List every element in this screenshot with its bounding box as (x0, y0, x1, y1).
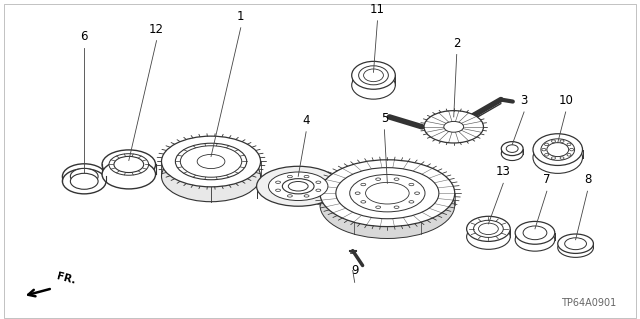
Ellipse shape (467, 224, 510, 249)
Text: 4: 4 (302, 114, 310, 127)
Ellipse shape (394, 178, 399, 181)
Text: 8: 8 (584, 173, 591, 186)
Ellipse shape (542, 148, 546, 151)
Text: 6: 6 (81, 30, 88, 43)
Ellipse shape (70, 173, 98, 189)
Ellipse shape (320, 172, 455, 239)
Ellipse shape (336, 168, 439, 219)
Ellipse shape (376, 178, 381, 181)
Ellipse shape (287, 175, 292, 178)
Ellipse shape (547, 143, 569, 157)
Text: 12: 12 (149, 23, 164, 36)
Ellipse shape (467, 216, 510, 241)
Ellipse shape (282, 179, 314, 194)
Ellipse shape (506, 145, 518, 152)
Ellipse shape (269, 172, 328, 201)
Ellipse shape (102, 150, 156, 179)
Ellipse shape (479, 223, 499, 234)
Ellipse shape (394, 206, 399, 208)
Ellipse shape (564, 238, 586, 250)
Ellipse shape (501, 142, 523, 156)
Ellipse shape (545, 153, 548, 156)
Ellipse shape (444, 122, 463, 132)
Ellipse shape (316, 189, 321, 191)
Ellipse shape (114, 156, 143, 173)
Ellipse shape (474, 220, 503, 237)
Ellipse shape (557, 234, 593, 253)
Ellipse shape (364, 69, 383, 82)
Text: 5: 5 (381, 112, 388, 125)
Ellipse shape (560, 140, 564, 142)
Ellipse shape (70, 168, 98, 184)
Text: 9: 9 (351, 264, 358, 278)
Ellipse shape (355, 192, 360, 194)
Text: 13: 13 (496, 165, 511, 178)
Ellipse shape (304, 195, 309, 197)
Ellipse shape (180, 146, 242, 177)
Text: 2: 2 (453, 37, 460, 49)
Text: FR.: FR. (56, 272, 77, 286)
Ellipse shape (361, 183, 366, 186)
Ellipse shape (552, 140, 556, 142)
Ellipse shape (304, 175, 309, 178)
Text: 10: 10 (558, 94, 573, 107)
Ellipse shape (501, 147, 523, 160)
Text: 7: 7 (543, 173, 550, 186)
Ellipse shape (567, 143, 571, 146)
Ellipse shape (349, 174, 425, 212)
Ellipse shape (515, 221, 555, 244)
Ellipse shape (287, 195, 292, 197)
Ellipse shape (102, 160, 156, 189)
Ellipse shape (567, 153, 571, 156)
Ellipse shape (415, 192, 420, 194)
Ellipse shape (376, 206, 381, 208)
Ellipse shape (352, 61, 396, 89)
Ellipse shape (175, 143, 246, 180)
Ellipse shape (257, 166, 340, 206)
Ellipse shape (109, 154, 148, 175)
Ellipse shape (288, 182, 308, 191)
Ellipse shape (515, 228, 555, 251)
Ellipse shape (409, 201, 414, 203)
Ellipse shape (409, 183, 414, 186)
Ellipse shape (161, 136, 260, 187)
Ellipse shape (365, 182, 409, 204)
Ellipse shape (352, 71, 396, 99)
Ellipse shape (63, 169, 106, 194)
Ellipse shape (523, 226, 547, 240)
Text: 3: 3 (520, 94, 528, 107)
Ellipse shape (358, 66, 388, 85)
Ellipse shape (320, 160, 455, 226)
Ellipse shape (276, 189, 280, 191)
Ellipse shape (533, 134, 582, 166)
Text: TP64A0901: TP64A0901 (561, 298, 616, 308)
Ellipse shape (197, 154, 225, 168)
Ellipse shape (552, 157, 556, 159)
Ellipse shape (545, 143, 548, 146)
Ellipse shape (424, 111, 483, 143)
Ellipse shape (316, 181, 321, 183)
Ellipse shape (560, 157, 564, 159)
Ellipse shape (541, 139, 575, 160)
Ellipse shape (63, 164, 106, 189)
Text: 1: 1 (237, 10, 244, 23)
Ellipse shape (361, 201, 366, 203)
Ellipse shape (161, 151, 260, 202)
Ellipse shape (557, 238, 593, 257)
Text: 11: 11 (370, 3, 385, 16)
Ellipse shape (533, 142, 582, 174)
Ellipse shape (570, 148, 573, 151)
Ellipse shape (276, 181, 280, 183)
